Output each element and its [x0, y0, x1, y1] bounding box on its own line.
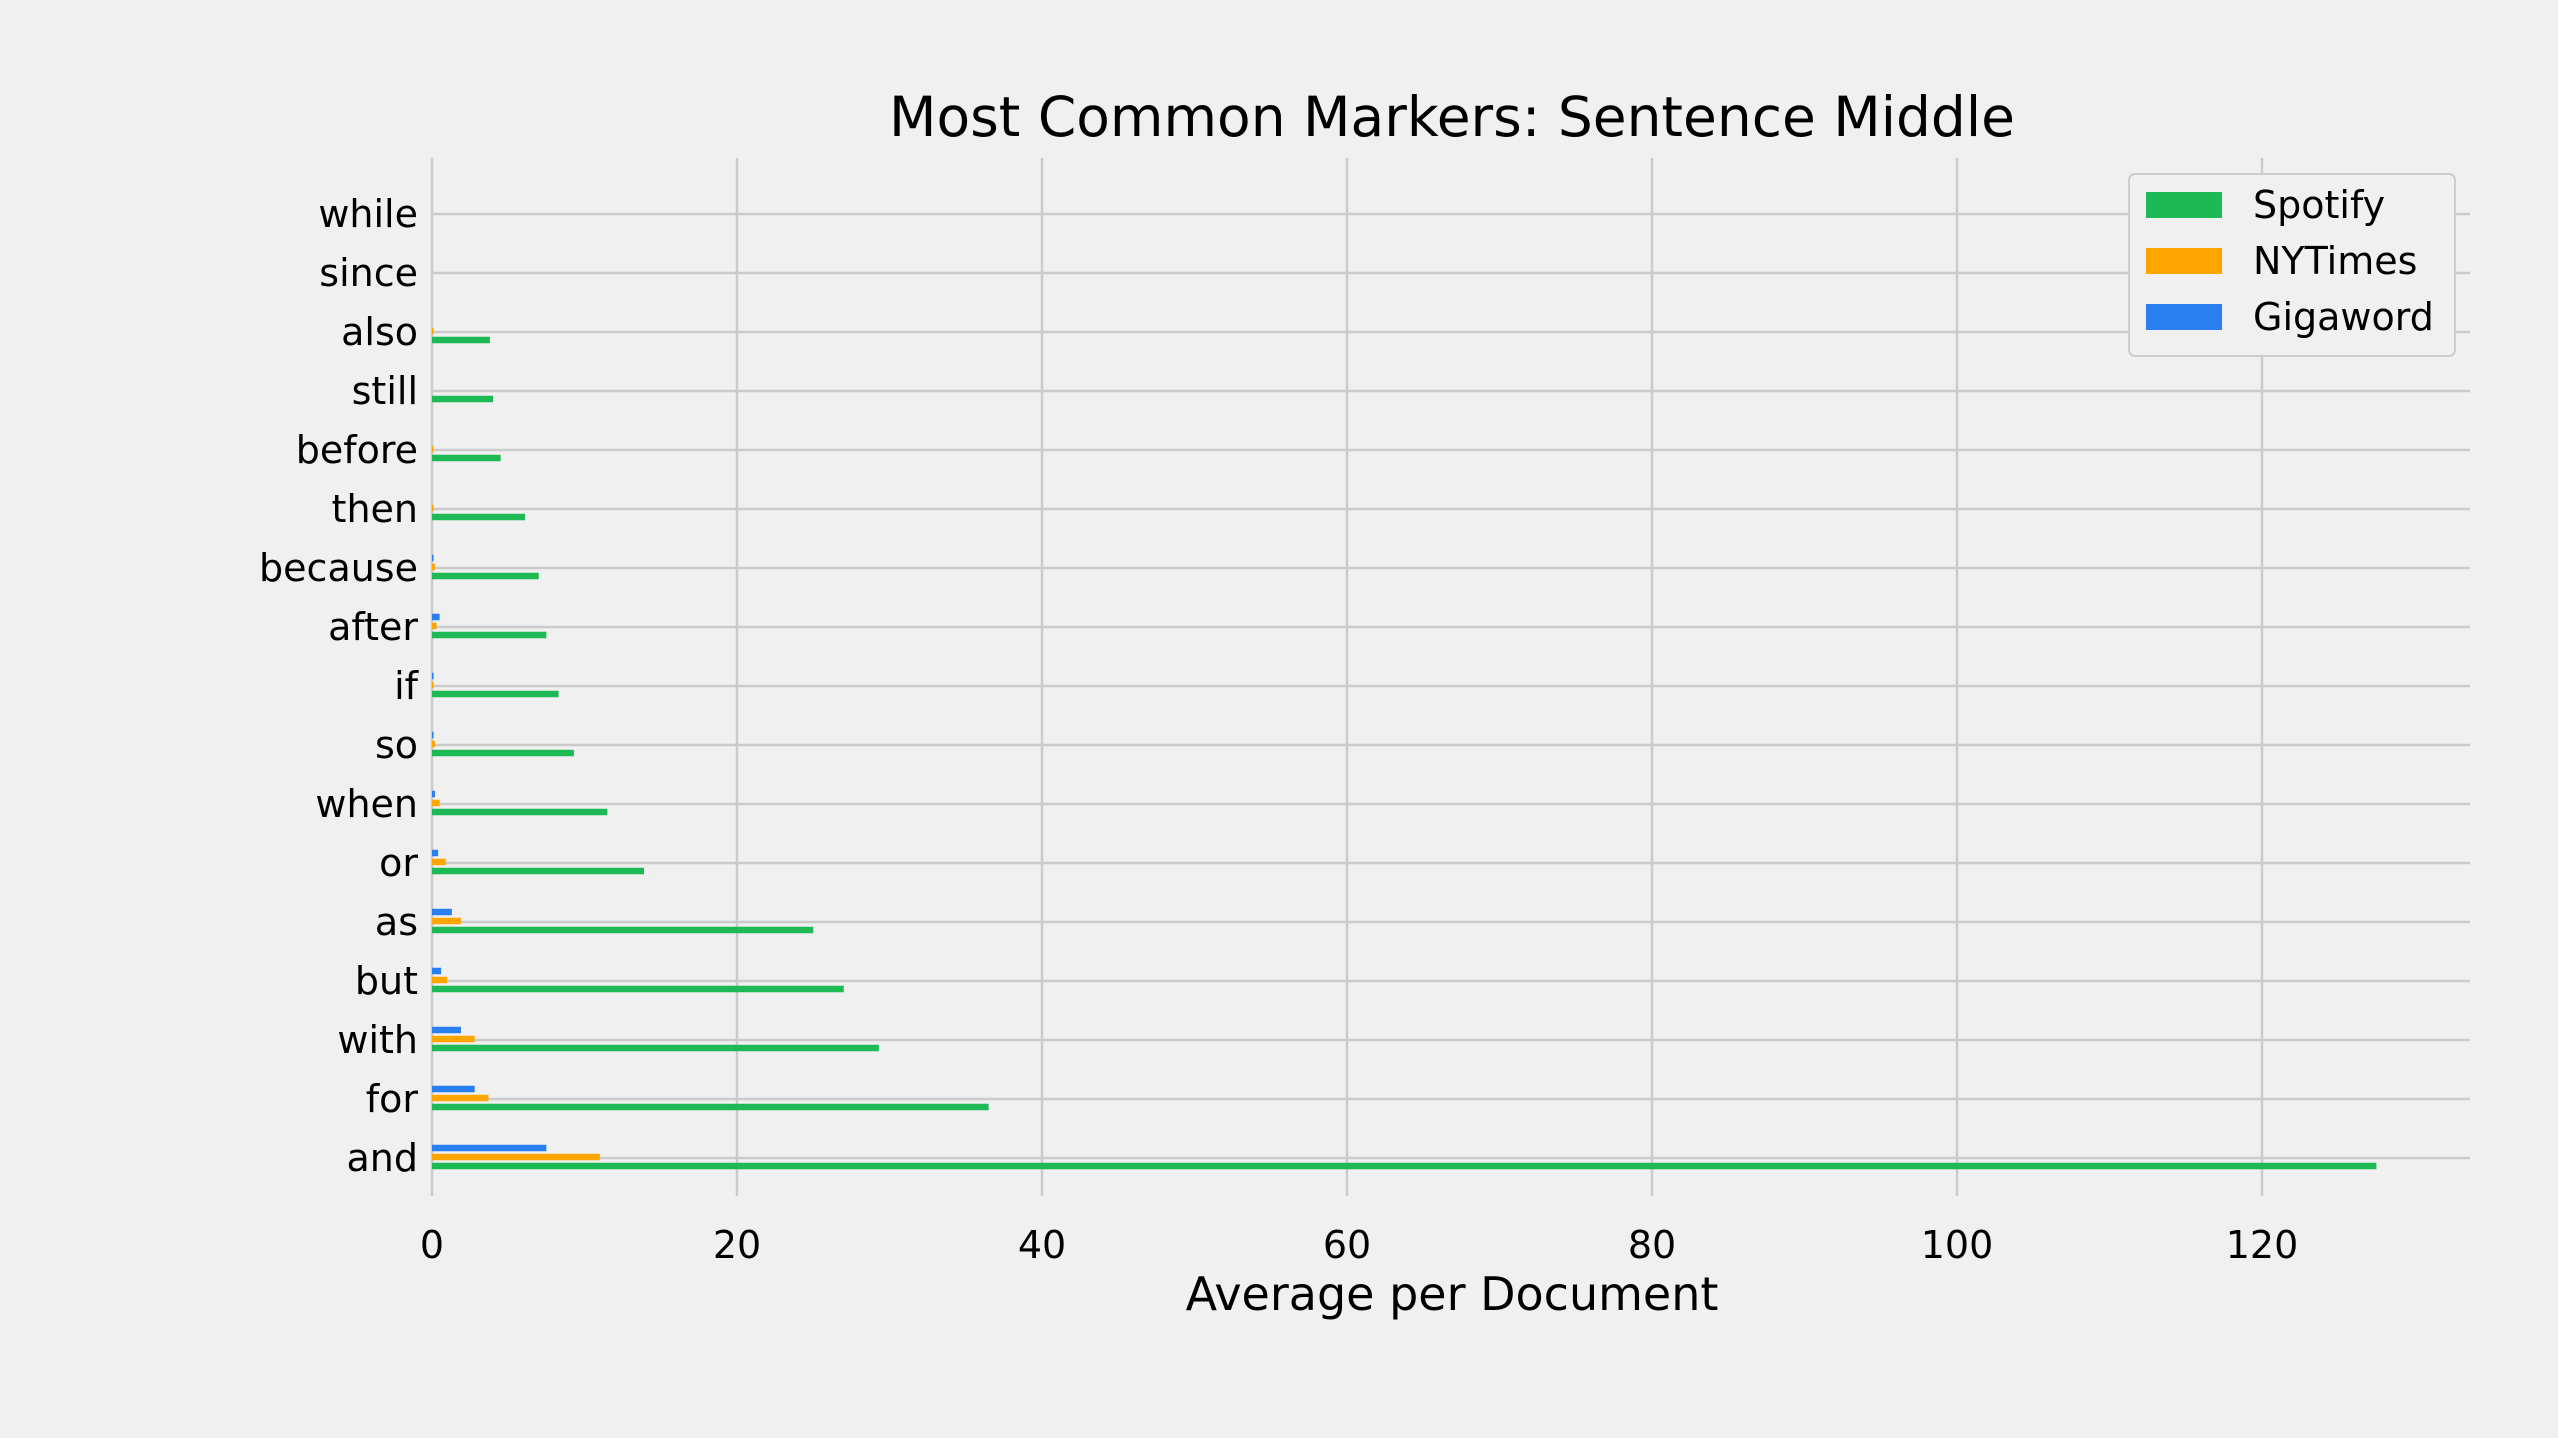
legend-label-nytimes: NYTimes: [2253, 239, 2417, 283]
x-tick-label: 40: [1018, 1223, 1066, 1267]
category-label-with: with: [337, 1018, 418, 1062]
bar-spotify-when: [432, 808, 608, 816]
bar-nytimes-because: [432, 563, 436, 571]
category-label-and: and: [347, 1136, 419, 1180]
bar-gigaword-if: [432, 672, 434, 680]
legend-label-gigaword: Gigaword: [2253, 295, 2434, 339]
bar-gigaword-but: [432, 967, 442, 975]
category-label-as: as: [375, 900, 418, 944]
bar-gigaword-as: [432, 908, 452, 916]
bar-nytimes-so: [432, 740, 436, 748]
x-tick-label: 20: [713, 1223, 761, 1267]
bar-spotify-still: [432, 395, 493, 403]
bar-nytimes-then: [432, 504, 434, 512]
x-tick-label: 60: [1323, 1223, 1371, 1267]
legend-swatch-gigaword: [2146, 304, 2222, 330]
bar-gigaword-or: [432, 849, 439, 857]
bar-gigaword-after: [432, 613, 440, 621]
bar-spotify-or: [432, 867, 644, 875]
category-label-since: since: [319, 251, 418, 295]
bar-spotify-so: [432, 749, 574, 757]
bar-nytimes-if: [432, 681, 434, 689]
bar-nytimes-after: [432, 622, 437, 630]
bar-nytimes-or: [432, 858, 446, 866]
x-tick-label: 120: [2226, 1223, 2299, 1267]
bar-nytimes-and: [432, 1153, 600, 1161]
bar-gigaword-with: [432, 1026, 461, 1034]
category-label-after: after: [328, 605, 418, 649]
category-label-when: when: [315, 782, 418, 826]
category-label-but: but: [355, 959, 418, 1003]
bar-nytimes-for: [432, 1094, 489, 1102]
legend-swatch-spotify: [2146, 192, 2222, 218]
bar-spotify-because: [432, 572, 539, 580]
category-label-or: or: [379, 841, 418, 885]
category-labels: and for with but as or when so if after because the…: [259, 192, 420, 1180]
bar-spotify-also: [432, 336, 490, 344]
category-label-still: still: [352, 369, 418, 413]
x-tick-labels: 0 20 40 60 80 100 120: [420, 1223, 2298, 1267]
bar-gigaword-so: [432, 731, 434, 739]
bar-spotify-for: [432, 1103, 989, 1111]
bar-gigaword-when: [432, 790, 436, 798]
bar-nytimes-with: [432, 1035, 475, 1043]
category-label-for: for: [366, 1077, 419, 1121]
bar-nytimes-when: [432, 799, 440, 807]
bar-nytimes-as: [432, 917, 461, 925]
grid-lines: [430, 158, 2470, 1196]
legend: Spotify NYTimes Gigaword: [2128, 173, 2456, 357]
chart-title: Most Common Markers: Sentence Middle: [889, 85, 2015, 149]
bar-spotify-after: [432, 631, 547, 639]
bar-spotify-if: [432, 690, 559, 698]
bars: [432, 327, 2377, 1170]
bar-nytimes-but: [432, 976, 448, 984]
bar-gigaword-and: [432, 1144, 547, 1152]
bar-spotify-before: [432, 454, 501, 462]
x-axis-label: Average per Document: [1186, 1267, 1719, 1321]
category-label-then: then: [332, 487, 418, 531]
x-tick-label: 100: [1921, 1223, 1994, 1267]
bar-spotify-then: [432, 513, 526, 521]
category-label-before: before: [296, 428, 418, 472]
x-tick-label: 80: [1628, 1223, 1676, 1267]
bar-spotify-but: [432, 985, 844, 993]
legend-swatch-nytimes: [2146, 248, 2222, 274]
category-label-so: so: [375, 723, 418, 767]
category-label-because: because: [259, 546, 418, 590]
legend-label-spotify: Spotify: [2253, 183, 2385, 227]
bar-gigaword-for: [432, 1085, 475, 1093]
bar-nytimes-also: [432, 327, 434, 335]
bar-spotify-as: [432, 926, 814, 934]
x-tick-label: 0: [420, 1223, 444, 1267]
category-label-while: while: [318, 192, 418, 236]
bar-spotify-with: [432, 1044, 879, 1052]
category-label-also: also: [341, 310, 418, 354]
bar-nytimes-before: [432, 445, 434, 453]
bar-gigaword-because: [432, 554, 434, 562]
category-label-if: if: [394, 664, 420, 708]
bar-spotify-and: [432, 1162, 2377, 1170]
